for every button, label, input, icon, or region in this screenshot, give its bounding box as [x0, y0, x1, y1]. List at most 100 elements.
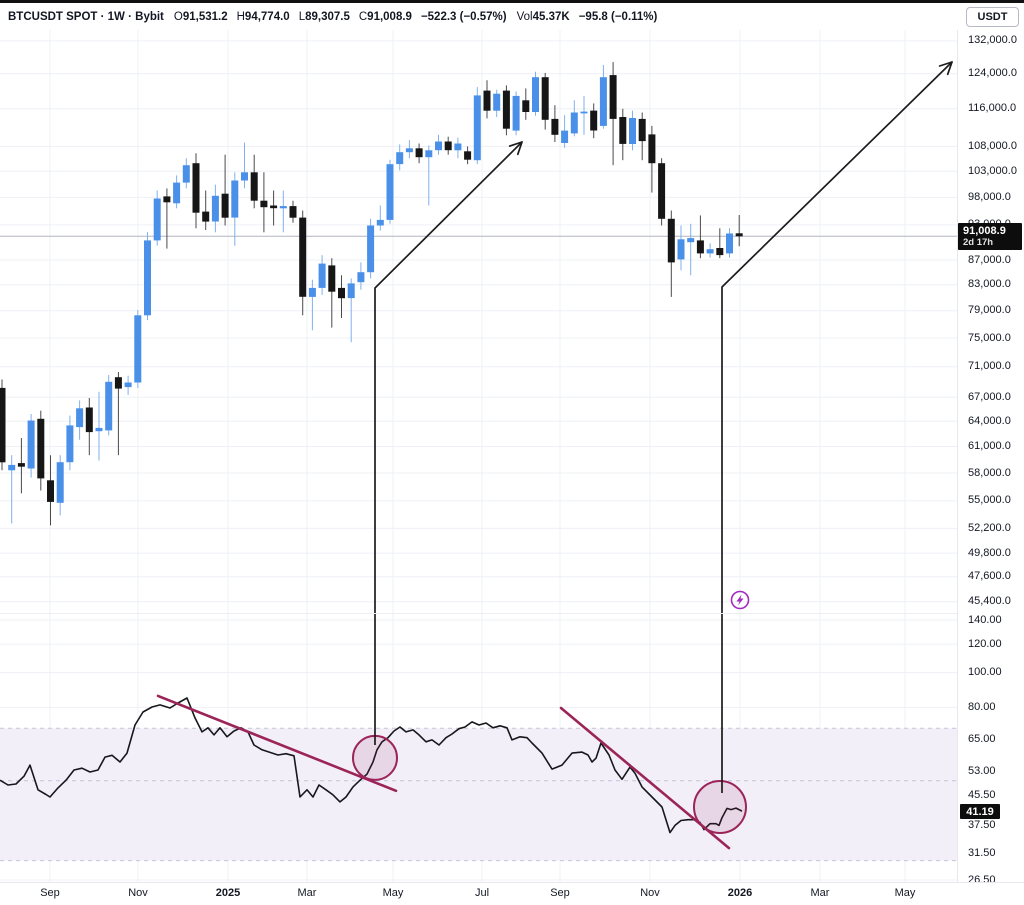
price-axis-label: 49,800.0	[968, 546, 1011, 559]
symbol-title[interactable]: BTCUSDT SPOT · 1W · Bybit	[8, 11, 164, 23]
candle-body	[202, 211, 210, 222]
currency-toggle-button[interactable]: USDT	[966, 7, 1019, 27]
time-axis-label: Jul	[474, 887, 490, 899]
price-axis-separator	[957, 30, 958, 882]
price-axis-label: 64,000.0	[968, 414, 1011, 427]
candle-body	[609, 75, 617, 119]
arrowhead	[516, 141, 523, 156]
candle-body	[415, 148, 423, 158]
candle-body	[706, 249, 714, 254]
arrowhead	[946, 61, 953, 76]
candle-body	[493, 93, 501, 111]
candle-body	[338, 287, 345, 299]
lightning-bolt-glyph	[736, 594, 744, 606]
candle-body	[47, 480, 54, 502]
time-axis-label: Nov	[128, 887, 148, 899]
candle-body	[396, 152, 404, 165]
candle-body	[250, 172, 258, 201]
candle-body	[134, 315, 142, 383]
time-axis-label: 2026	[727, 887, 753, 899]
candle-body	[163, 196, 171, 203]
candle-body	[599, 77, 607, 126]
price-axis-label: 103,000.0	[968, 164, 1017, 177]
candle-body	[648, 134, 656, 164]
trendline-drawing[interactable]	[156, 694, 398, 793]
window-top-border	[0, 0, 1024, 3]
high-value: H94,774.0	[236, 11, 290, 23]
candle-body	[590, 110, 598, 131]
candle-body	[619, 117, 627, 144]
price-axis-label: 79,000.0	[968, 304, 1011, 317]
candle-body	[541, 77, 549, 120]
close-value: C91,008.9	[358, 11, 412, 23]
candle-body	[66, 425, 74, 463]
bar-countdown: 2d 17h	[963, 237, 994, 248]
price-axis-label: 108,000.0	[968, 139, 1017, 152]
rsi-axis-label: 120.00	[968, 637, 1002, 650]
price-axis-label: 83,000.0	[968, 278, 1011, 291]
candle-body	[76, 408, 84, 428]
candle-body	[561, 130, 569, 143]
candle-body	[328, 265, 336, 292]
chart-legend[interactable]: BTCUSDT SPOT · 1W · Bybit O91,531.2 H94,…	[8, 9, 667, 25]
arrow-drawing[interactable]	[374, 141, 523, 745]
panel-separator[interactable]	[0, 613, 957, 614]
circle-drawing[interactable]	[693, 780, 747, 834]
candle-body	[473, 95, 481, 161]
candle-body	[435, 141, 442, 151]
price-axis-label: 52,200.0	[968, 521, 1011, 534]
price-axis-label: 124,000.0	[968, 67, 1017, 80]
candle-body	[105, 381, 113, 431]
candle-body	[95, 427, 103, 432]
candle-body	[502, 90, 510, 129]
candle-body	[308, 287, 316, 297]
candle-body	[464, 151, 472, 160]
candle-body	[658, 163, 666, 219]
time-axis-label: 2025	[215, 887, 241, 899]
time-axis-label: Sep	[550, 887, 570, 899]
time-axis-label: May	[382, 887, 404, 899]
rsi-band	[0, 728, 957, 861]
candle-body	[716, 248, 724, 256]
arrow-drawing[interactable]	[721, 61, 953, 793]
rsi-axis-label: 65.00	[968, 733, 996, 746]
time-axis-label: Mar	[297, 887, 317, 899]
candle-body	[192, 163, 200, 213]
low-value: L89,307.5	[298, 11, 350, 23]
candle-body	[279, 206, 287, 209]
candle-body	[367, 225, 375, 273]
price-axis-label: 45,400.0	[968, 595, 1011, 608]
open-value: O91,531.2	[173, 11, 228, 23]
candle-body	[289, 206, 297, 218]
lightning-icon[interactable]	[730, 590, 750, 610]
candle-body	[231, 180, 239, 218]
candle-body	[726, 233, 733, 254]
price-axis-label: 116,000.0	[968, 102, 1017, 115]
candle-body	[677, 239, 685, 260]
candle-body	[580, 111, 588, 114]
candle-body	[512, 95, 520, 131]
time-axis-label: Mar	[810, 887, 830, 899]
candle-body	[241, 172, 248, 181]
candle-body	[687, 238, 695, 243]
candle-body	[444, 141, 452, 151]
candle-body	[347, 283, 355, 299]
price-axis-label: 61,000.0	[968, 440, 1011, 452]
rsi-axis-label: 26.50	[968, 873, 996, 886]
candle-body	[182, 165, 190, 183]
rsi-axis-label: 45.50	[968, 789, 996, 802]
change-value: −522.3 (−0.57%)	[420, 11, 507, 23]
candle-body	[27, 420, 35, 469]
candle-body	[570, 112, 578, 134]
rsi-axis-label: 37.50	[968, 819, 996, 832]
rsi-axis-label: 31.50	[968, 846, 996, 859]
time-axis-separator	[0, 882, 1024, 883]
candle-body	[211, 195, 219, 222]
candle-body	[260, 200, 268, 208]
rsi-line	[0, 697, 743, 834]
time-axis-label: Sep	[40, 887, 60, 899]
rsi-value-tag: 41.19	[960, 804, 1000, 819]
candle-body	[629, 118, 636, 144]
